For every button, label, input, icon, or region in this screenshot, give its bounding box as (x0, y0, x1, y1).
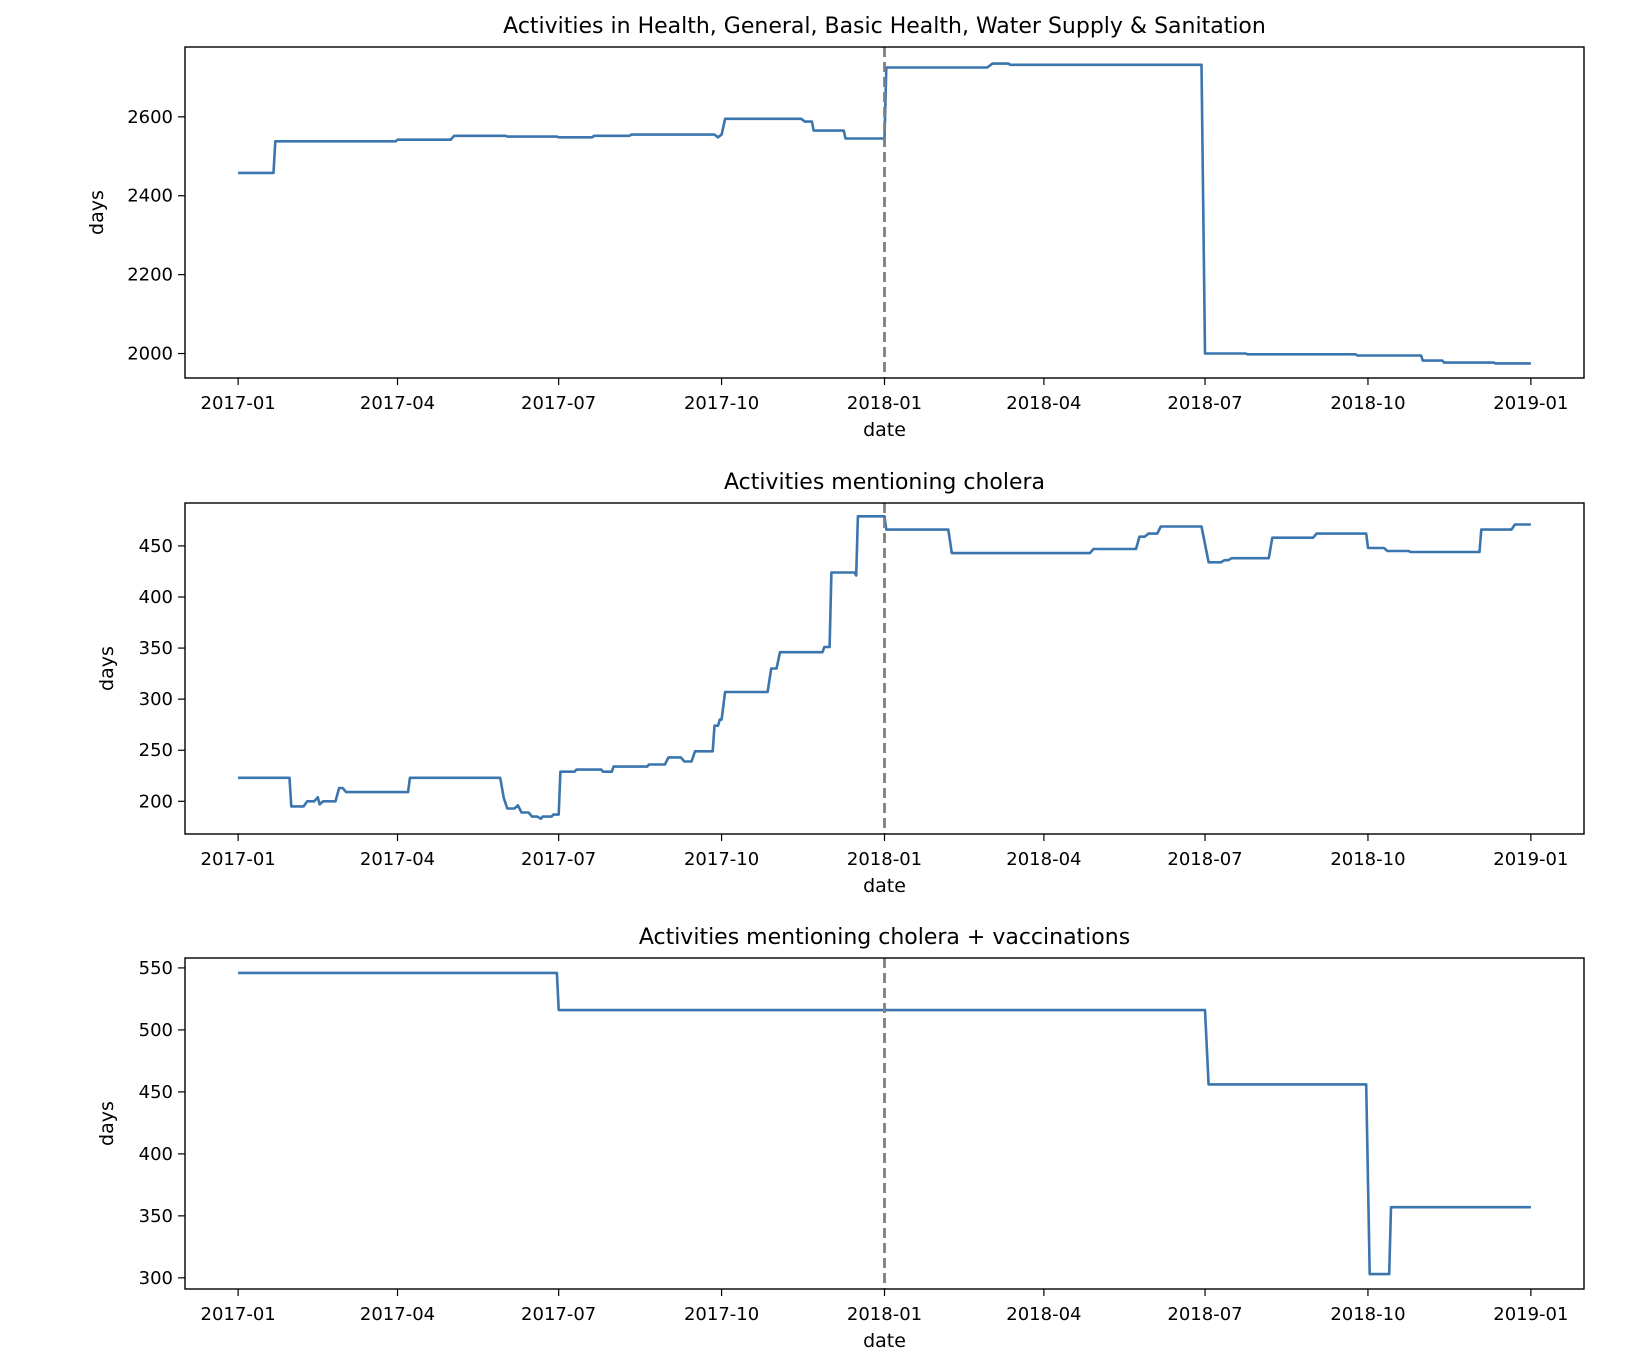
x-tick-label: 2018-10 (1330, 849, 1405, 870)
x-tick-label: 2018-07 (1167, 1304, 1242, 1325)
x-tick-label: 2018-04 (1006, 849, 1081, 870)
x-tick-label: 2017-04 (360, 849, 435, 870)
y-axis-label: days (96, 1101, 118, 1146)
y-tick-label: 550 (139, 958, 173, 979)
x-tick-label: 2017-07 (521, 1304, 596, 1325)
x-tick-label: 2019-01 (1493, 1304, 1568, 1325)
x-tick-label: 2018-07 (1167, 393, 1242, 414)
series-line (238, 971, 1531, 1276)
y-axis-label: days (96, 646, 118, 691)
y-tick-label: 400 (139, 587, 173, 608)
x-tick-label: 2018-10 (1330, 393, 1405, 414)
x-axis-label: date (863, 875, 906, 897)
x-axis-label: date (863, 1330, 906, 1352)
x-tick-label: 2017-10 (684, 1304, 759, 1325)
y-tick-label: 2000 (127, 344, 173, 365)
x-tick-label: 2018-01 (847, 1304, 922, 1325)
x-tick-label: 2017-01 (201, 849, 276, 870)
x-tick-label: 2017-01 (201, 393, 276, 414)
y-tick-label: 450 (139, 536, 173, 557)
y-tick-label: 2400 (127, 186, 173, 207)
x-tick-label: 2017-10 (684, 849, 759, 870)
y-tick-label: 2600 (127, 107, 173, 128)
x-tick-label: 2018-01 (847, 849, 922, 870)
y-tick-label: 300 (139, 689, 173, 710)
chart-panel-1: 2017-01 2017-04 2017-07 2017-10 2018-01 2018-… (86, 14, 1585, 441)
chart-title: Activities in Health, General, Basic Hea… (503, 14, 1266, 39)
x-tick-label: 2018-07 (1167, 849, 1242, 870)
x-tick-label: 2018-04 (1006, 1304, 1081, 1325)
x-tick-label: 2017-04 (360, 393, 435, 414)
y-tick-label: 350 (139, 638, 173, 659)
y-tick-label: 300 (139, 1268, 173, 1289)
series-line (238, 62, 1531, 365)
series-line (238, 514, 1531, 821)
y-tick-label: 450 (139, 1082, 173, 1103)
y-tick-label: 500 (139, 1020, 173, 1041)
chart-title: Activities mentioning cholera + vaccinat… (639, 925, 1130, 950)
x-tick-label: 2017-01 (201, 1304, 276, 1325)
chart-title: Activities mentioning cholera (724, 470, 1045, 495)
x-tick-label: 2019-01 (1493, 393, 1568, 414)
x-tick-label: 2017-04 (360, 1304, 435, 1325)
chart-panel-3: 2017-01 2017-04 2017-07 2017-10 2018-01 2018-… (96, 925, 1585, 1352)
x-tick-label: 2017-07 (521, 849, 596, 870)
x-tick-label: 2018-10 (1330, 1304, 1405, 1325)
x-tick-label: 2018-01 (847, 393, 922, 414)
y-tick-label: 2200 (127, 265, 173, 286)
y-tick-label: 250 (139, 740, 173, 761)
y-tick-label: 400 (139, 1144, 173, 1165)
chart-panel-2: 2017-01 2017-04 2017-07 2017-10 2018-01 2018-… (96, 470, 1585, 897)
y-tick-label: 200 (139, 791, 173, 812)
y-axis-label: days (86, 190, 108, 235)
y-tick-label: 350 (139, 1206, 173, 1227)
x-tick-label: 2017-07 (521, 393, 596, 414)
x-tick-label: 2018-04 (1006, 393, 1081, 414)
x-axis-label: date (863, 419, 906, 441)
x-tick-label: 2017-10 (684, 393, 759, 414)
x-tick-label: 2019-01 (1493, 849, 1568, 870)
